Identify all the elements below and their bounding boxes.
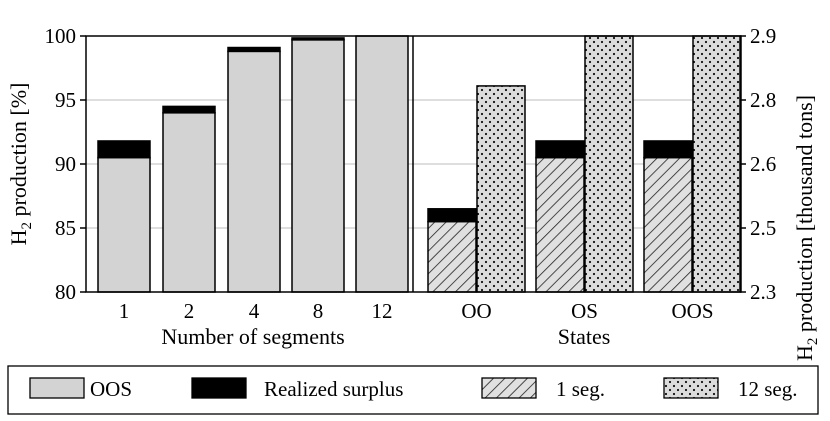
- bar-oos: [227, 50, 281, 293]
- y-tick-label: 85: [55, 216, 76, 240]
- legend-label: 1 seg.: [556, 377, 605, 401]
- x-tick-label: 8: [313, 299, 324, 323]
- y2-tick-label: 2.3: [750, 280, 776, 304]
- bar-surplus: [291, 37, 345, 41]
- bar-1-seg: [535, 156, 585, 293]
- legend: OOS Realized surplus 1 seg. 12 seg.: [7, 365, 819, 415]
- legend-swatch: [29, 377, 85, 399]
- bar-surplus: [227, 46, 281, 53]
- bar-oos: [355, 35, 409, 293]
- y2-tick-label: 2.5: [750, 216, 776, 240]
- legend-label: Realized surplus: [264, 377, 403, 401]
- x-tick-label: OOS: [671, 299, 713, 323]
- x-axis-title: States: [558, 324, 611, 349]
- x-tick-label: 4: [249, 299, 260, 323]
- y-tick-label: 80: [55, 280, 76, 304]
- bar-surplus: [427, 208, 477, 223]
- bar-12-seg: [584, 35, 634, 293]
- bars: [97, 35, 742, 293]
- y-tick-label: 95: [55, 88, 76, 112]
- bar-12-seg: [476, 85, 526, 293]
- bar-12-seg: [692, 35, 742, 293]
- legend-label: OOS: [90, 377, 132, 401]
- axes: [80, 35, 746, 293]
- y-tick-label: 90: [55, 152, 76, 176]
- x-tick-label: 2: [184, 299, 195, 323]
- bar-oos: [162, 112, 216, 293]
- legend-swatch: [191, 377, 247, 399]
- x-axis-title: Number of segments: [161, 324, 344, 349]
- bar-1-seg: [427, 220, 477, 293]
- legend-swatch: [663, 377, 719, 399]
- bar-surplus: [535, 140, 585, 159]
- bar-surplus: [162, 105, 216, 114]
- bar-surplus: [643, 140, 693, 159]
- legend-label: 12 seg.: [738, 377, 798, 401]
- legend-swatch: [481, 377, 537, 399]
- y-axis-title: H2 production [%]: [6, 83, 35, 246]
- bar-oos: [291, 39, 345, 293]
- bar-1-seg: [643, 156, 693, 293]
- bar-oos: [97, 156, 151, 293]
- y-tick-label: 100: [45, 24, 77, 48]
- y2-tick-label: 2.9: [750, 24, 776, 48]
- x-tick-label: 1: [119, 299, 130, 323]
- y2-tick-label: 2.6: [750, 152, 776, 176]
- y2-axis-title: H2 production [thousand tons]: [792, 95, 821, 361]
- bar-surplus: [97, 140, 151, 159]
- x-tick-label: 12: [372, 299, 393, 323]
- x-tick-label: OO: [461, 299, 491, 323]
- x-tick-label: OS: [571, 299, 598, 323]
- y2-tick-label: 2.8: [750, 88, 776, 112]
